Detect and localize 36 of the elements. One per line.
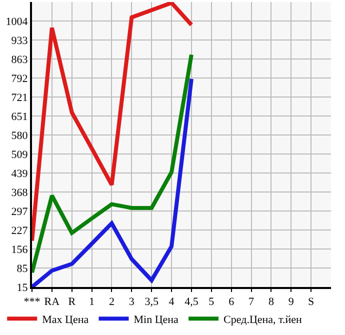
legend-label: Max Цена xyxy=(42,314,89,326)
y-tick-label: 863 xyxy=(11,54,28,66)
x-tick-label: 6 xyxy=(228,296,235,308)
y-tick-label: 933 xyxy=(11,35,28,48)
x-tick-label: 3,5 xyxy=(144,296,159,308)
legend-label: Сред.Цена, т.йен xyxy=(224,314,302,326)
x-tick-label: 8 xyxy=(268,296,274,308)
y-tick-label: 15 xyxy=(16,282,28,294)
y-tick-label: 368 xyxy=(11,186,28,199)
x-tick-label: 4 xyxy=(168,296,175,308)
y-tick-label: 509 xyxy=(11,149,28,162)
y-tick-label: 580 xyxy=(11,130,28,142)
y-tick-label: 721 xyxy=(11,92,28,104)
legend-label: Min Цена xyxy=(134,314,179,326)
y-tick-label: 85 xyxy=(16,263,28,276)
x-tick-label: 2 xyxy=(108,296,114,308)
y-tick-label: 156 xyxy=(11,244,28,256)
x-tick-label: RA xyxy=(44,296,60,308)
x-tick-label: R xyxy=(68,296,76,308)
x-tick-label: 4,5 xyxy=(184,296,199,308)
x-tick-label: *** xyxy=(24,296,40,308)
x-tick-label: 1 xyxy=(89,296,95,308)
y-tick-label: 651 xyxy=(11,110,28,123)
x-tick-label: 7 xyxy=(248,296,255,308)
line-series xyxy=(32,52,194,274)
y-tick-label: 297 xyxy=(11,206,28,218)
x-tick-label: S xyxy=(308,296,314,308)
line-series xyxy=(32,76,194,287)
x-tick-label: 9 xyxy=(288,296,294,308)
x-tick-label: 3 xyxy=(128,296,135,308)
y-tick-label: 439 xyxy=(11,168,28,180)
y-tick-label: 227 xyxy=(11,224,28,237)
line-series xyxy=(32,2,194,243)
x-tick-label: 5 xyxy=(208,296,215,308)
y-tick-label: 792 xyxy=(11,72,28,85)
y-tick-label: 1004 xyxy=(6,16,28,28)
